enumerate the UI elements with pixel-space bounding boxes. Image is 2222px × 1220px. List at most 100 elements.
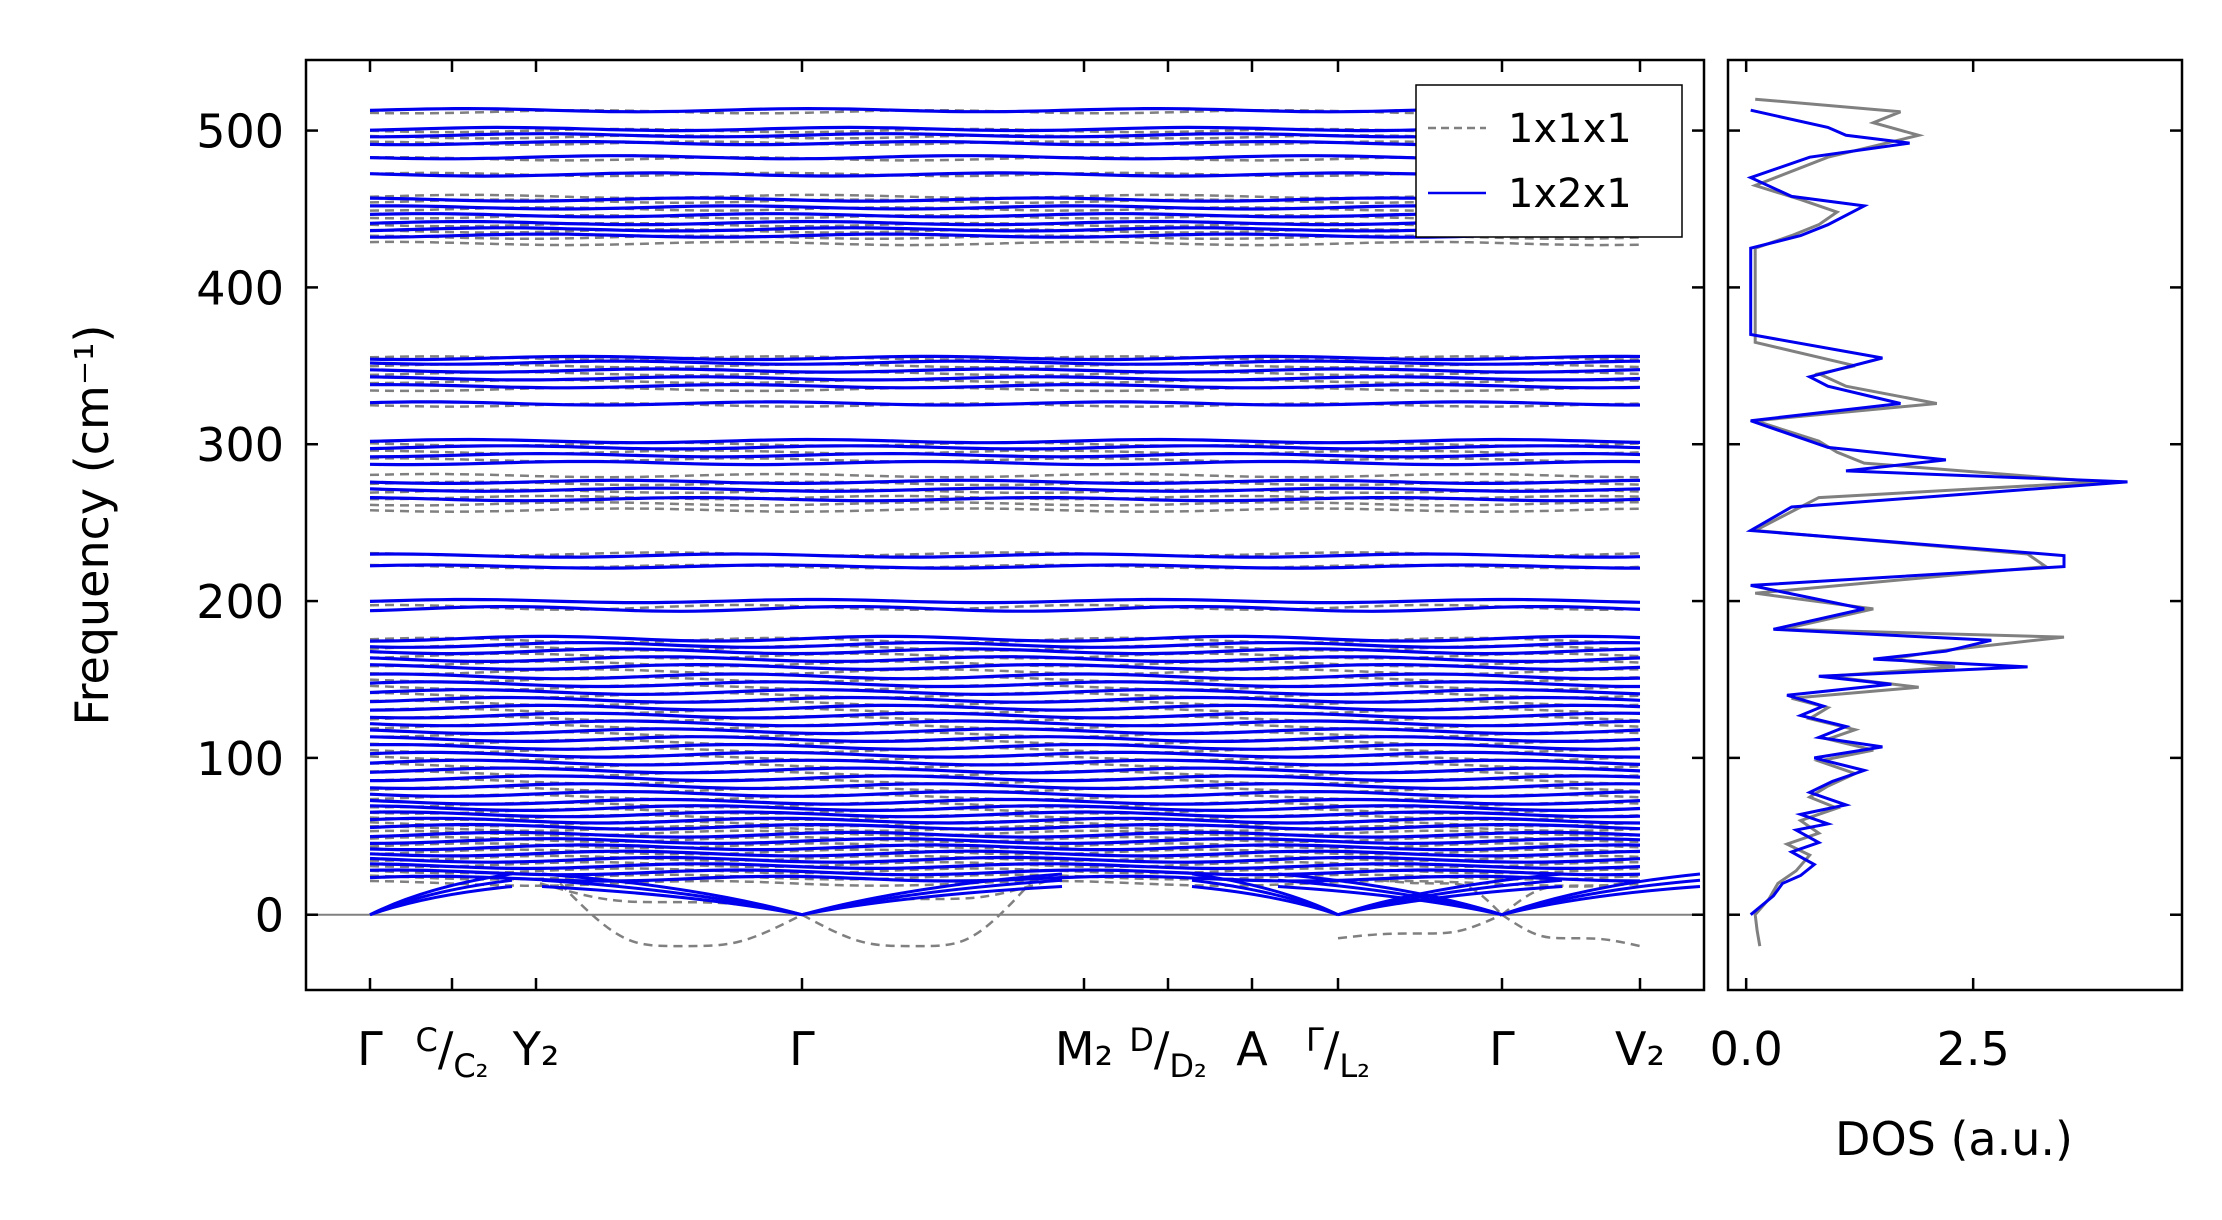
band-line	[369, 363, 1641, 369]
x-tick-label: D/D₂	[1129, 1021, 1207, 1085]
band-line	[369, 359, 1641, 366]
band-line	[369, 810, 1641, 819]
band-line	[369, 640, 1641, 649]
band-line	[369, 758, 1641, 767]
band-line	[369, 867, 1641, 875]
band-line	[369, 663, 1641, 671]
acoustic-branch	[1337, 872, 1563, 917]
dos-x-tick-label: 0.0	[1710, 1022, 1783, 1076]
band-line	[369, 695, 1641, 704]
dos-line-1x1x1	[1749, 97, 2101, 947]
band-line	[369, 655, 1641, 663]
band-line	[369, 797, 1641, 806]
band-line	[369, 750, 1641, 759]
x-tick-label: Γ/L₂	[1306, 1021, 1370, 1085]
acoustic-branch	[801, 872, 1063, 917]
soft-mode-line	[1379, 878, 1503, 916]
y-tick-label: 500	[196, 105, 284, 159]
legend: 1x1x1 1x2x1	[1415, 84, 1683, 238]
band-line	[369, 804, 1641, 812]
band-line	[369, 451, 1641, 459]
band-line	[369, 703, 1641, 712]
band-line	[369, 879, 1641, 887]
band-line	[370, 774, 1641, 783]
band-line	[369, 743, 1641, 751]
dos-y-ticks	[1728, 129, 2182, 916]
x-tick-label: Γ	[357, 1022, 383, 1076]
band-line	[369, 782, 1641, 791]
band-line	[369, 437, 1641, 445]
acoustic-branch	[1191, 884, 1339, 917]
band-line	[369, 563, 1640, 570]
band-line	[369, 400, 1640, 407]
x-tick-label: Γ	[1489, 1022, 1515, 1076]
x-tick-label: M₂	[1055, 1022, 1113, 1076]
band-line	[369, 868, 1641, 877]
dos-x-axis-label: DOS (a.u.)	[1835, 1112, 2073, 1166]
soft-mode-line	[1501, 913, 1641, 948]
band-line	[369, 862, 1641, 871]
band-line	[369, 711, 1641, 720]
dos-line-1x2x1	[1745, 108, 2128, 916]
dos-x-ticks: 0.0 2.5	[1710, 60, 2010, 1076]
y-axis-ticks: 0 100 200 300 400 500	[196, 105, 1704, 943]
acoustic-branch	[369, 872, 513, 917]
band-line	[369, 354, 1641, 362]
soft-mode-line	[1337, 913, 1503, 940]
band-line	[369, 735, 1641, 743]
band-line	[369, 507, 1641, 513]
band-line	[369, 634, 1641, 643]
y-tick-label: 200	[196, 575, 284, 629]
band-line	[369, 727, 1641, 736]
band-line	[369, 849, 1641, 858]
acoustic-branch	[541, 884, 803, 917]
y-tick-label: 0	[255, 889, 284, 943]
acoustic-branch	[541, 872, 803, 917]
legend-label-1x1x1: 1x1x1	[1508, 106, 1632, 152]
band-line	[369, 240, 1641, 247]
band-line	[369, 370, 1641, 377]
band-line	[369, 444, 1641, 451]
band-line	[369, 605, 1641, 613]
dos-plot-frame	[1726, 58, 2184, 992]
legend-box	[1415, 84, 1683, 238]
x-axis-ticks: Γ C/C₂ Y₂ Γ M₂ D/D₂ A Γ/L₂ Γ V₂	[357, 60, 1665, 1085]
acoustic-branch	[369, 884, 513, 917]
band-line	[369, 375, 1641, 382]
band-line	[369, 552, 1641, 559]
band-line	[369, 486, 1641, 493]
band-line	[369, 597, 1641, 605]
band-line	[369, 816, 1641, 825]
band-line	[369, 382, 1641, 390]
band-line	[369, 843, 1641, 852]
band-plot-frame	[304, 58, 1706, 992]
y-tick-label: 100	[196, 732, 284, 786]
band-line	[369, 688, 1641, 697]
y-axis-label: Frequency (cm⁻¹)	[65, 325, 119, 726]
x-tick-label: Y₂	[512, 1022, 560, 1076]
band-line	[369, 459, 1641, 467]
band-line	[369, 367, 1641, 374]
x-tick-label: Γ	[789, 1022, 815, 1076]
band-line	[369, 855, 1641, 864]
band-line	[369, 478, 1641, 485]
x-tick-label: A	[1236, 1022, 1268, 1076]
band-line	[369, 501, 1640, 507]
band-line	[369, 766, 1641, 775]
band-line	[369, 830, 1641, 839]
band-line	[369, 822, 1641, 831]
band-line	[369, 647, 1641, 656]
x-tick-label: V₂	[1615, 1022, 1665, 1076]
soft-mode-line	[801, 882, 1031, 948]
dos-panel: 0.0 2.5 DOS (a.u.)	[1710, 58, 2184, 1166]
band-line	[369, 719, 1641, 728]
acoustic-branch	[1501, 884, 1701, 917]
acoustic-branch	[1277, 872, 1503, 917]
y-tick-label: 400	[196, 261, 284, 315]
band-line	[369, 496, 1641, 503]
band-line	[369, 789, 1641, 798]
legend-label-1x2x1: 1x2x1	[1508, 171, 1632, 217]
x-tick-label: C/C₂	[415, 1021, 488, 1085]
soft-mode-line	[559, 882, 803, 948]
